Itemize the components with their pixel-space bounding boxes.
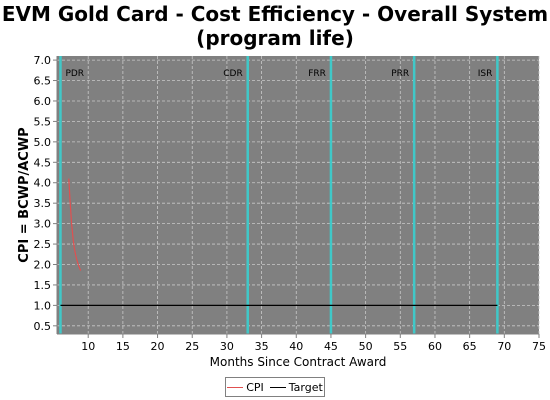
x-tick-label: 75 [532,340,546,353]
chart-title-line1: EVM Gold Card - Cost Efficiency - Overal… [1,2,549,26]
plot-background [57,56,539,334]
series-line-cpi [68,178,82,271]
x-tick-label: 50 [359,340,373,353]
legend: CPI Target [225,377,325,397]
x-tick-label: 45 [324,340,338,353]
milestone-layer: PDR CDR FRR PRR ISR [59,56,499,334]
y-tick-label: 6.0 [34,95,52,108]
legend-swatch-cpi [227,386,244,388]
x-tick-label: 20 [151,340,165,353]
legend-item-target: Target [269,380,323,394]
legend-label-cpi: CPI [246,380,264,394]
y-tick-label: 6.5 [34,75,52,88]
chart-title: EVM Gold Card - Cost Efficiency - Overal… [0,2,550,50]
x-tick-label: 70 [497,340,511,353]
y-tick-label: 3.5 [34,197,52,210]
axis-layer: 0.5 1.0 1.5 2.0 2.5 3.0 3.5 4.0 4.5 5.0 5.5 6.0 6.5 7… [34,54,547,353]
milestone-label-frr: FRR [308,69,326,79]
y-tick-label: 2.5 [34,238,52,251]
y-tick-label: 1.0 [34,299,52,312]
milestone-label-prr: PRR [391,69,409,79]
x-tick-label: 55 [393,340,407,353]
x-tick-label: 30 [220,340,234,353]
milestone-label-cdr: CDR [223,69,242,79]
x-tick-label: 60 [428,340,442,353]
milestone-label-pdr: PDR [65,69,84,79]
legend-item-cpi: CPI [227,381,264,394]
y-tick-label: 4.5 [34,156,52,169]
y-tick-label: 3.0 [34,218,52,231]
grid-layer [57,56,540,334]
y-tick-label: 2.0 [34,259,52,272]
x-axis-title: Months Since Contract Award [210,355,387,369]
x-tick-label: 25 [185,340,199,353]
x-tick-label: 40 [289,340,303,353]
y-tick-label: 1.5 [34,279,52,292]
y-tick-label: 4.0 [34,177,52,190]
x-tick-label: 65 [463,340,477,353]
x-tick-label: 15 [116,340,130,353]
plot-area [57,56,539,334]
y-tick-label: 5.0 [34,136,52,149]
y-tick-label: 0.5 [34,320,52,333]
series-layer [60,178,498,306]
x-tick-label: 10 [81,340,95,353]
legend-swatch-target [269,386,286,388]
milestone-label-isr: ISR [478,69,493,79]
x-tick-label: 35 [255,340,269,353]
chart-title-line2: (program life) [196,26,354,50]
y-tick-label: 5.5 [34,115,52,128]
legend-label-target: Target [288,380,323,394]
y-axis-title: CPI = BCWP/ACWP [17,127,32,262]
y-tick-label: 7.0 [34,54,52,67]
